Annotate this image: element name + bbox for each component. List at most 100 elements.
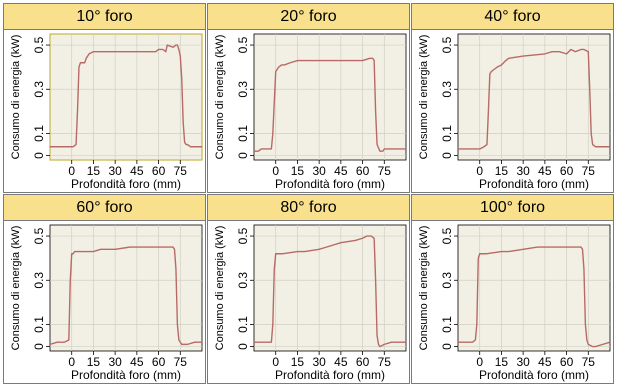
x-tick-label: 30 bbox=[516, 164, 530, 178]
y-tick-label: 0.1 bbox=[236, 316, 250, 333]
x-tick-label: 75 bbox=[174, 355, 188, 369]
x-axis-label: Profondità foro (mm) bbox=[479, 368, 589, 382]
y-tick-label: 0.5 bbox=[32, 227, 46, 244]
y-tick-label: 0.1 bbox=[236, 125, 250, 142]
series-line bbox=[50, 44, 202, 148]
chart-svg: 0 15 30 45 60 75 0 0.1 0.3 0.5 Profondità foro (mm… bbox=[214, 224, 407, 382]
y-tick-label: 0 bbox=[440, 152, 454, 159]
x-tick-label: 60 bbox=[560, 164, 574, 178]
plot-area bbox=[253, 224, 407, 352]
plot-area bbox=[49, 224, 203, 352]
y-tick-label: 0 bbox=[236, 343, 250, 350]
series-line bbox=[458, 246, 611, 348]
y-tick-label: 0.5 bbox=[440, 227, 454, 244]
series-line bbox=[254, 235, 406, 348]
x-tick-label: 60 bbox=[152, 164, 166, 178]
x-tick-label: 0 bbox=[68, 355, 75, 369]
x-tick-label: 60 bbox=[152, 355, 166, 369]
y-tick-label: 0.3 bbox=[32, 272, 46, 289]
x-tick-label: 15 bbox=[291, 164, 305, 178]
chart-svg: 0 15 30 45 60 75 0 0.1 0.3 0.5 Profondità foro (mm… bbox=[418, 224, 611, 382]
y-tick-label: 0.3 bbox=[440, 272, 454, 289]
y-axis-label: Consumo di energia (kW) bbox=[418, 226, 430, 351]
y-tick-label: 0.1 bbox=[440, 316, 454, 333]
y-axis-label: Consumo di energia (kW) bbox=[10, 35, 22, 160]
x-tick-label: 0 bbox=[476, 355, 483, 369]
x-tick-label: 45 bbox=[538, 164, 552, 178]
x-axis-label: Profondità foro (mm) bbox=[71, 368, 181, 382]
y-tick-label: 0.1 bbox=[32, 316, 46, 333]
y-tick-label: 0.1 bbox=[32, 125, 46, 142]
chart-panel: 60° foro 0 15 30 45 60 75 0 0.1 0.3 0.5 Profondità … bbox=[3, 194, 206, 384]
chart-svg: 0 15 30 45 60 75 0 0.1 0.3 0.5 Profondità foro (mm… bbox=[10, 224, 203, 382]
chart-title: 100° foro bbox=[412, 195, 613, 221]
chart-svg: 0 15 30 45 60 75 0 0.1 0.3 0.5 Profondità foro (mm… bbox=[418, 33, 611, 191]
series-line bbox=[458, 48, 610, 150]
x-tick-label: 30 bbox=[108, 164, 122, 178]
y-tick-label: 0.1 bbox=[440, 125, 454, 142]
y-tick-label: 0.3 bbox=[32, 81, 46, 98]
y-tick-label: 0 bbox=[440, 343, 454, 350]
chart-title: 80° foro bbox=[208, 195, 409, 221]
chart-title: 60° foro bbox=[4, 195, 205, 221]
x-tick-label: 75 bbox=[378, 355, 392, 369]
x-axis-label: Profondità foro (mm) bbox=[71, 177, 181, 191]
chart-svg: 0 15 30 45 60 75 0 0.1 0.3 0.5 Profondità foro (mm… bbox=[214, 33, 407, 191]
plot-area bbox=[49, 33, 203, 161]
x-tick-label: 45 bbox=[130, 355, 144, 369]
series-line bbox=[254, 57, 406, 152]
x-axis-label: Profondità foro (mm) bbox=[275, 177, 385, 191]
x-tick-label: 30 bbox=[516, 355, 530, 369]
chart-grid: 10° foro 0 15 30 45 60 75 0 0.1 0.3 0.5 Profondità … bbox=[3, 3, 614, 384]
x-tick-label: 30 bbox=[108, 355, 122, 369]
x-tick-label: 0 bbox=[68, 164, 75, 178]
x-tick-label: 45 bbox=[538, 355, 552, 369]
x-tick-label: 60 bbox=[356, 164, 370, 178]
x-tick-label: 0 bbox=[272, 355, 279, 369]
x-tick-label: 15 bbox=[495, 164, 509, 178]
y-axis-label: Consumo di energia (kW) bbox=[10, 226, 22, 351]
x-tick-label: 15 bbox=[495, 355, 509, 369]
y-tick-label: 0.5 bbox=[236, 36, 250, 53]
x-tick-label: 60 bbox=[356, 355, 370, 369]
chart-panel: 20° foro 0 15 30 45 60 75 0 0.1 0.3 0.5 Profondità … bbox=[207, 3, 410, 193]
x-tick-label: 75 bbox=[582, 355, 596, 369]
x-tick-label: 45 bbox=[334, 164, 348, 178]
y-tick-label: 0.5 bbox=[236, 227, 250, 244]
chart-panel: 40° foro 0 15 30 45 60 75 0 0.1 0.3 0.5 Profondità … bbox=[411, 3, 614, 193]
plot-area bbox=[457, 224, 611, 352]
y-tick-label: 0 bbox=[236, 152, 250, 159]
x-axis-label: Profondità foro (mm) bbox=[275, 368, 385, 382]
chart-title: 20° foro bbox=[208, 4, 409, 30]
y-tick-label: 0.3 bbox=[236, 272, 250, 289]
y-axis-label: Consumo di energia (kW) bbox=[214, 35, 226, 160]
x-axis-label: Profondità foro (mm) bbox=[479, 177, 589, 191]
y-axis-label: Consumo di energia (kW) bbox=[418, 35, 430, 160]
x-tick-label: 15 bbox=[291, 355, 305, 369]
x-tick-label: 30 bbox=[312, 355, 326, 369]
x-tick-label: 60 bbox=[560, 355, 574, 369]
y-tick-label: 0.5 bbox=[32, 36, 46, 53]
y-tick-label: 0.3 bbox=[440, 81, 454, 98]
x-tick-label: 45 bbox=[130, 164, 144, 178]
y-tick-label: 0 bbox=[32, 152, 46, 159]
chart-panel: 10° foro 0 15 30 45 60 75 0 0.1 0.3 0.5 Profondità … bbox=[3, 3, 206, 193]
x-tick-label: 15 bbox=[87, 164, 101, 178]
plot-area bbox=[253, 33, 407, 161]
x-tick-label: 0 bbox=[272, 164, 279, 178]
x-tick-label: 15 bbox=[87, 355, 101, 369]
y-axis-label: Consumo di energia (kW) bbox=[214, 226, 226, 351]
x-tick-label: 0 bbox=[476, 164, 483, 178]
y-tick-label: 0 bbox=[32, 343, 46, 350]
chart-svg: 0 15 30 45 60 75 0 0.1 0.3 0.5 Profondità foro (mm… bbox=[10, 33, 203, 191]
chart-title: 40° foro bbox=[412, 4, 613, 30]
x-tick-label: 75 bbox=[174, 164, 188, 178]
x-tick-label: 75 bbox=[378, 164, 392, 178]
x-tick-label: 45 bbox=[334, 355, 348, 369]
series-line bbox=[49, 246, 202, 346]
y-tick-label: 0.5 bbox=[440, 36, 454, 53]
chart-panel: 100° foro 0 15 30 45 60 75 0 0.1 0.3 0.5 Profondità… bbox=[411, 194, 614, 384]
x-tick-label: 75 bbox=[582, 164, 596, 178]
chart-title: 10° foro bbox=[4, 4, 205, 30]
y-tick-label: 0.3 bbox=[236, 81, 250, 98]
